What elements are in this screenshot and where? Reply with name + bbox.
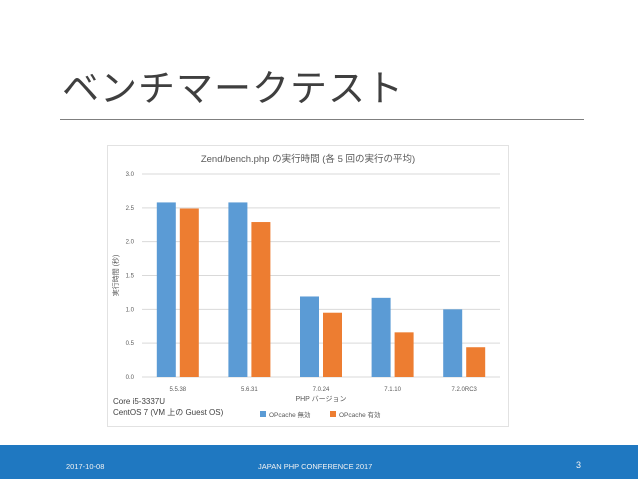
x-tick-label: 7.1.10 [384, 387, 401, 393]
chart-container: Zend/bench.php の実行時間 (各 5 回の実行の平均) 0.0 0.5… [107, 145, 509, 427]
footer-event: JAPAN PHP CONFERENCE 2017 [258, 462, 373, 471]
bar [443, 309, 463, 377]
x-tick-label: 5.6.31 [241, 387, 258, 393]
chart-title: Zend/bench.php の実行時間 (各 5 回の実行の平均) [201, 153, 415, 165]
footer-bar: 2017-10-08 JAPAN PHP CONFERENCE 2017 3 [0, 445, 638, 479]
bar [371, 297, 391, 377]
bar [179, 208, 199, 377]
annotation-text: CentOS 7 (VM 上の Guest OS) [113, 408, 224, 417]
x-tick-label: 5.5.38 [169, 387, 186, 393]
page-number: 3 [576, 460, 582, 470]
bar [228, 202, 248, 377]
bar [323, 312, 342, 377]
legend-swatch [330, 411, 336, 417]
y-tick-label: 0.5 [126, 341, 135, 347]
bar [394, 332, 414, 377]
y-tick-label: 0.0 [126, 375, 135, 381]
y-tick-label: 2.0 [126, 240, 135, 246]
annotation-text: Core i5-3337U [113, 397, 165, 406]
legend-label: OPcache 無効 [269, 410, 311, 419]
y-tick-label: 1.5 [126, 274, 135, 280]
x-tick-label: 7.0.24 [313, 387, 330, 393]
x-axis-label: PHP バージョン [295, 395, 346, 403]
bar [466, 347, 486, 377]
y-tick-label: 1.0 [126, 307, 135, 313]
x-tick-label: 7.2.0RC3 [452, 387, 478, 393]
y-tick-label: 3.0 [126, 172, 135, 178]
y-tick-label: 2.5 [126, 206, 135, 212]
legend-swatch [260, 411, 266, 417]
footer-date: 2017-10-08 [66, 462, 105, 471]
bar [156, 202, 176, 377]
slide-title: ベンチマークテスト [62, 67, 404, 110]
bar [300, 296, 319, 377]
y-axis-label: 実行時間 (秒) [111, 255, 120, 297]
legend-label: OPcache 有効 [339, 410, 381, 419]
bar [251, 222, 271, 377]
title-divider [60, 119, 584, 120]
bar-chart: Zend/bench.php の実行時間 (各 5 回の実行の平均) 0.0 0.5… [111, 153, 500, 419]
